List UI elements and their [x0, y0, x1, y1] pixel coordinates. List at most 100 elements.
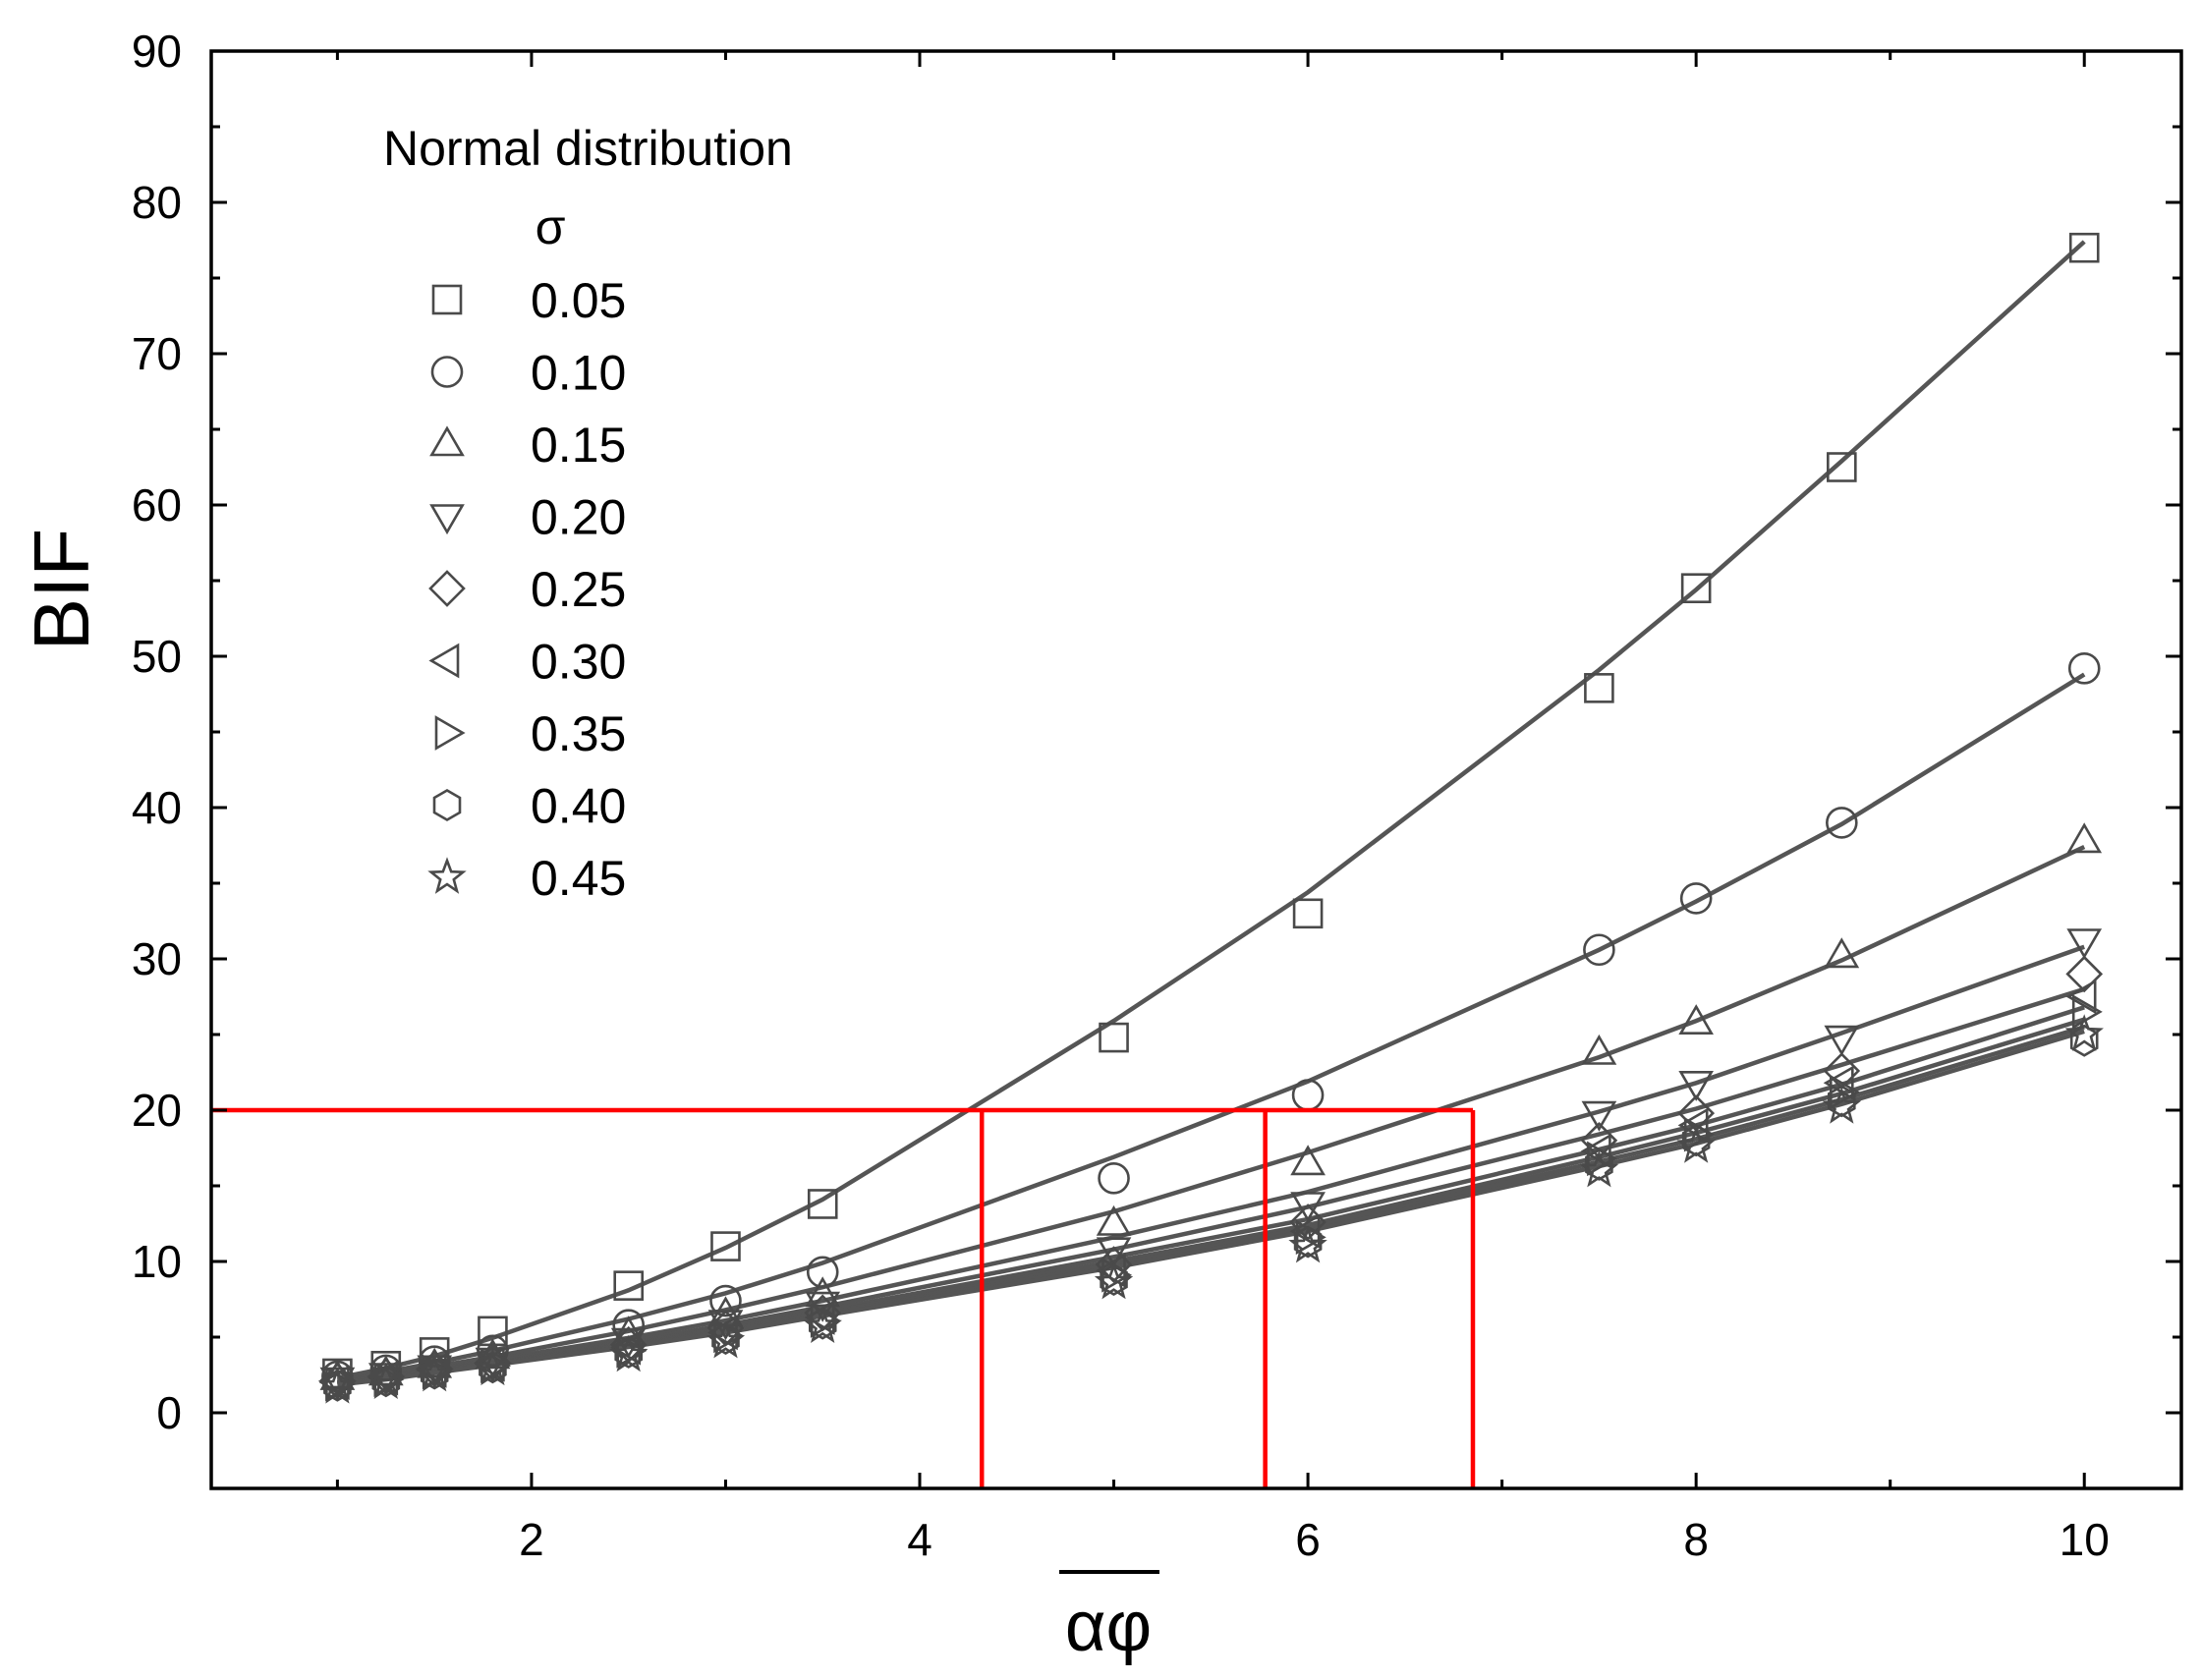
- x-tick-label: 4: [907, 1514, 932, 1565]
- legend-title: Normal distribution: [383, 121, 793, 176]
- fit-line-sigma-0.35: [337, 1017, 2085, 1386]
- y-tick-label: 80: [132, 177, 182, 228]
- data-point-sigma-0.35: [2071, 994, 2103, 1030]
- data-point-sigma-0.25: [706, 1309, 745, 1347]
- data-point-sigma-0.40: [1100, 1262, 1128, 1297]
- data-point-sigma-0.40: [1681, 1124, 1711, 1157]
- legend-marker-sigma-0.20: [429, 504, 465, 535]
- legend-marker-sigma-0.35: [434, 715, 466, 751]
- data-point-sigma-0.40: [808, 1307, 837, 1340]
- data-point-sigma-0.05: [1827, 452, 1857, 482]
- data-point-sigma-0.15: [1581, 1034, 1617, 1065]
- data-point-sigma-0.25: [1677, 1094, 1716, 1132]
- data-point-sigma-0.15: [1678, 1004, 1714, 1035]
- data-point-sigma-0.30: [1823, 1065, 1854, 1101]
- legend-marker-sigma-0.45: [427, 857, 467, 894]
- data-point-sigma-0.20: [1096, 1237, 1132, 1268]
- legend-marker-sigma-0.15: [429, 425, 465, 457]
- y-tick-label: 20: [132, 1085, 182, 1136]
- data-point-sigma-0.25: [1289, 1204, 1327, 1241]
- data-point-sigma-0.45: [1676, 1126, 1716, 1163]
- legend-label-sigma-0.20: 0.20: [531, 490, 626, 545]
- y-tick-label: 90: [132, 26, 182, 77]
- legend-label-sigma-0.40: 0.40: [531, 779, 626, 834]
- plot-frame: [209, 49, 2183, 1490]
- data-point-sigma-0.20: [2066, 928, 2103, 960]
- fit-line-sigma-0.40: [337, 1025, 2085, 1386]
- data-point-sigma-0.45: [706, 1320, 746, 1359]
- data-point-sigma-0.45: [1094, 1261, 1134, 1300]
- legend-marker-sigma-0.05: [431, 284, 463, 315]
- data-point-sigma-0.45: [1822, 1087, 1862, 1124]
- data-point-sigma-0.45: [473, 1348, 513, 1386]
- legend-marker-sigma-0.30: [428, 643, 460, 679]
- data-point-sigma-0.40: [1828, 1085, 1856, 1118]
- data-point-sigma-0.05: [1584, 673, 1614, 703]
- data-point-sigma-0.05: [613, 1270, 645, 1301]
- y-tick-label: 50: [132, 631, 182, 682]
- data-point-sigma-0.05: [1680, 573, 1712, 604]
- x-tick-label: 6: [1295, 1514, 1321, 1565]
- data-point-sigma-0.40: [371, 1365, 401, 1398]
- legend-marker-sigma-0.40: [432, 788, 462, 822]
- legend-label-sigma-0.15: 0.15: [531, 418, 626, 473]
- data-point-sigma-0.10: [1291, 1079, 1325, 1111]
- data-point-sigma-0.10: [2067, 652, 2101, 685]
- y-tick-label: 70: [132, 328, 182, 379]
- data-point-sigma-0.15: [1096, 1204, 1132, 1236]
- legend-marker-sigma-0.25: [428, 570, 466, 607]
- data-point-sigma-0.45: [803, 1306, 842, 1344]
- legend-label-sigma-0.25: 0.25: [531, 562, 626, 617]
- y-axis-title: BIF: [18, 529, 105, 650]
- data-point-sigma-0.20: [1824, 1025, 1860, 1056]
- data-point-sigma-0.05: [710, 1231, 741, 1261]
- data-point-sigma-0.15: [1824, 937, 1860, 969]
- data-point-sigma-0.10: [1679, 882, 1713, 915]
- legend-label-sigma-0.45: 0.45: [531, 851, 626, 906]
- data-point-sigma-0.05: [807, 1189, 838, 1219]
- data-point-sigma-0.15: [610, 1316, 647, 1347]
- x-axis-title: αφ: [1065, 1588, 1152, 1666]
- y-tick-label: 40: [132, 782, 182, 833]
- data-point-sigma-0.15: [1290, 1145, 1326, 1176]
- x-tick-label: 2: [519, 1514, 544, 1565]
- data-point-sigma-0.10: [1583, 933, 1615, 967]
- data-point-sigma-0.05: [419, 1337, 450, 1368]
- data-point-sigma-0.05: [1099, 1022, 1129, 1053]
- plot-layer: [211, 232, 2104, 1488]
- data-point-sigma-0.45: [1288, 1225, 1327, 1263]
- data-point-sigma-0.40: [323, 1369, 352, 1402]
- data-point-sigma-0.45: [415, 1354, 454, 1392]
- data-point-sigma-0.10: [709, 1284, 742, 1317]
- fit-line-sigma-0.20: [337, 944, 2085, 1385]
- legend-label-sigma-0.35: 0.35: [531, 706, 626, 761]
- legend-label-sigma-0.30: 0.30: [531, 635, 626, 690]
- x-tick-label: 8: [1683, 1514, 1709, 1565]
- data-point-sigma-0.45: [367, 1362, 406, 1400]
- data-point-sigma-0.40: [1293, 1225, 1323, 1259]
- y-tick-label: 30: [132, 933, 182, 984]
- legend: Normal distribution σ 0.05 0.10 0.15 0.20 0.…: [383, 121, 793, 906]
- data-point-sigma-0.25: [804, 1294, 842, 1332]
- axes-layer: 0 10 20 30 40 50 60 70 80 90 2 4 6 8 10: [132, 26, 2183, 1565]
- data-point-sigma-0.25: [1823, 1052, 1861, 1090]
- data-point-sigma-0.15: [2066, 822, 2103, 854]
- y-tick-label: 60: [132, 479, 182, 531]
- legend-label-sigma-0.10: 0.10: [531, 346, 626, 401]
- data-point-sigma-0.20: [1678, 1071, 1714, 1101]
- data-point-sigma-0.45: [317, 1367, 358, 1404]
- data-point-sigma-0.45: [1579, 1149, 1619, 1188]
- data-point-sigma-0.40: [420, 1357, 449, 1390]
- data-point-sigma-0.25: [1095, 1246, 1133, 1283]
- data-point-sigma-0.30: [2065, 979, 2097, 1015]
- data-point-sigma-0.20: [1290, 1192, 1326, 1223]
- data-point-sigma-0.40: [614, 1335, 644, 1369]
- y-tick-label: 0: [156, 1387, 182, 1438]
- data-point-sigma-0.40: [711, 1321, 740, 1356]
- data-point-sigma-0.05: [1292, 898, 1324, 929]
- x-tick-label: 10: [2060, 1514, 2110, 1565]
- legend-label-sigma-0.05: 0.05: [531, 273, 626, 328]
- data-point-sigma-0.45: [2064, 1014, 2104, 1051]
- data-point-sigma-0.40: [479, 1351, 507, 1384]
